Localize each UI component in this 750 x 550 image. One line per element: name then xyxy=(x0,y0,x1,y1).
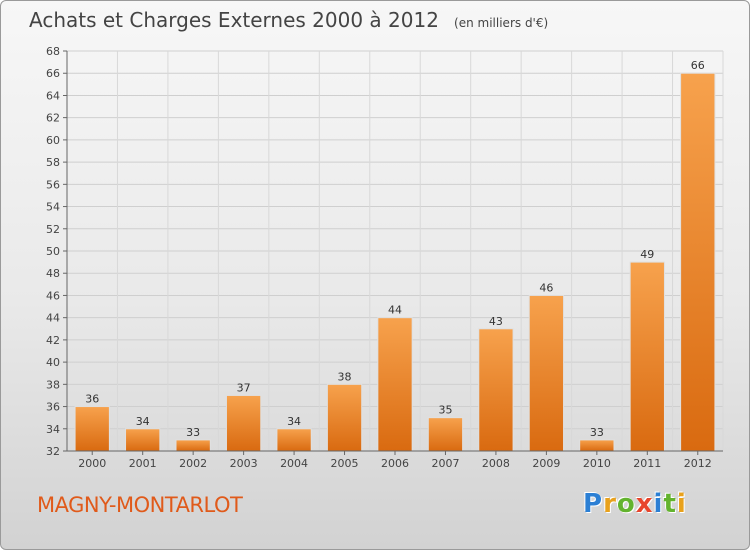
chart-title: Achats et Charges Externes 2000 à 2012 xyxy=(29,8,439,32)
bar xyxy=(125,428,161,452)
bar xyxy=(276,428,312,452)
x-tick-label: 2007 xyxy=(431,457,459,470)
logo-letter: t xyxy=(663,489,677,519)
x-tick-label: 2008 xyxy=(482,457,510,470)
chart-unit-label: (en milliers d'€) xyxy=(454,16,549,30)
y-tick-label: 60 xyxy=(46,134,60,147)
bar xyxy=(528,294,565,452)
bar-value-label: 37 xyxy=(237,381,251,394)
bar xyxy=(579,439,615,452)
bar-value-label: 38 xyxy=(338,370,352,383)
title-row: Achats et Charges Externes 2000 à 2012 (… xyxy=(29,8,548,32)
bar xyxy=(680,72,716,452)
bar-value-label: 33 xyxy=(186,426,200,439)
commune-name: MAGNY-MONTARLOT xyxy=(37,493,243,517)
y-tick-label: 64 xyxy=(46,89,60,102)
y-tick-label: 36 xyxy=(46,401,60,414)
x-tick-label: 2010 xyxy=(583,457,611,470)
y-tick-label: 68 xyxy=(46,45,60,58)
bar-value-label: 34 xyxy=(136,415,150,428)
x-tick-label: 2001 xyxy=(129,457,157,470)
x-tick-label: 2000 xyxy=(78,457,106,470)
x-tick-label: 2005 xyxy=(331,457,359,470)
logo-letter: r xyxy=(603,489,617,519)
y-tick-label: 44 xyxy=(46,312,60,325)
y-tick-label: 38 xyxy=(46,378,60,391)
y-tick-label: 40 xyxy=(46,356,60,369)
x-tick-label: 2002 xyxy=(179,457,207,470)
bar-value-label: 36 xyxy=(85,393,99,406)
bar-value-label: 35 xyxy=(438,404,452,417)
logo-letter: P xyxy=(583,489,604,519)
y-tick-label: 42 xyxy=(46,334,60,347)
bar xyxy=(74,406,110,452)
bar-value-label: 46 xyxy=(539,281,553,294)
axis-layer: 32 34 36 38 40 42 44 46 48 50 52 54 56 58 60 62 64 66 68 36… xyxy=(46,45,723,470)
logo-letter: x xyxy=(635,489,654,519)
bar-value-label: 44 xyxy=(388,304,402,317)
y-tick-label: 52 xyxy=(46,223,60,236)
bar xyxy=(225,394,262,452)
bar xyxy=(629,261,665,452)
y-tick-label: 34 xyxy=(46,423,60,436)
bars-layer xyxy=(74,72,716,452)
y-tick-label: 54 xyxy=(46,201,60,214)
y-tick-label: 58 xyxy=(46,156,60,169)
x-tick-label: 2006 xyxy=(381,457,409,470)
proxiti-logo: Proxiti xyxy=(583,489,687,519)
y-tick-label: 46 xyxy=(46,289,60,302)
bar-value-label: 66 xyxy=(691,59,705,72)
y-tick-label: 56 xyxy=(46,178,60,191)
y-tick-label: 32 xyxy=(46,445,60,458)
y-tick-label: 66 xyxy=(46,67,60,80)
bar xyxy=(478,328,514,452)
y-tick-label: 62 xyxy=(46,112,60,125)
logo-letter: o xyxy=(616,489,636,519)
x-tick-label: 2011 xyxy=(633,457,661,470)
bar-value-label: 43 xyxy=(489,315,503,328)
logo-letter: i xyxy=(653,489,664,519)
bar xyxy=(377,317,413,452)
x-tick-label: 2004 xyxy=(280,457,308,470)
x-tick-label: 2012 xyxy=(684,457,712,470)
bar xyxy=(427,417,464,452)
x-tick-label: 2003 xyxy=(230,457,258,470)
bar xyxy=(175,439,211,452)
x-tick-label: 2009 xyxy=(532,457,560,470)
y-tick-label: 50 xyxy=(46,245,60,258)
bar-value-label: 33 xyxy=(590,426,604,439)
bar xyxy=(326,383,363,452)
bar-value-label: 49 xyxy=(640,248,654,261)
bar-value-label: 34 xyxy=(287,415,301,428)
y-tick-label: 48 xyxy=(46,267,60,280)
logo-letter: i xyxy=(676,489,687,519)
